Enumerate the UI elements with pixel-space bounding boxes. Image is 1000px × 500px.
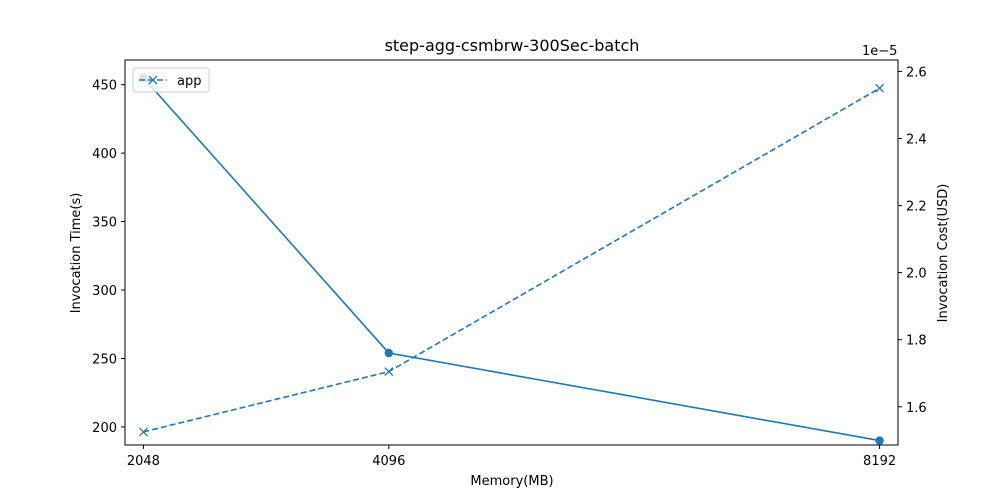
y-axis-label-left: Invocation Time(s) [69,193,84,314]
right-axis-offset-label: 1e−5 [862,44,897,59]
data-point-2 [875,83,885,93]
y-tick-label-left: 350 [92,216,117,231]
series-line-2 [143,87,881,433]
plot-area: 2048 4096 8192 200 250 300 350 400 450 1.6 1.8 2.0 2… [92,59,927,469]
y-tick-label-right: 1.8 [906,334,927,349]
x-tick-label: 8192 [863,454,896,469]
legend-marker-icon [148,75,158,85]
y-tick-label-right: 2.0 [906,267,927,282]
y-tick-label-left: 250 [92,352,117,367]
y-axis-label-right: Invocation Cost(USD) [936,184,951,323]
y-tick-label-right: 1.6 [906,401,927,416]
y-tick-label-left: 300 [92,284,117,299]
legend-box [132,67,210,93]
legend-label: app [177,74,201,89]
chart-title: step-agg-csmbrw-300Sec-batch [385,36,640,55]
data-point-2 [384,367,394,377]
data-point-2 [138,427,148,437]
y-tick-label-left: 200 [92,421,117,436]
x-tick-label: 2048 [127,454,160,469]
series-line-1 [142,77,880,442]
plot-frame [124,59,899,446]
x-tick-label: 4096 [372,454,405,469]
y-tick-label-right: 2.6 [906,65,927,80]
y-tick-label-right: 2.4 [906,132,927,147]
y-tick-label-left: 450 [92,79,117,94]
y-tick-label-right: 2.2 [906,200,927,215]
data-point-1 [875,436,884,445]
data-point-1 [384,348,394,358]
x-axis-label: Memory(MB) [470,474,553,489]
y-tick-label-left: 400 [92,147,117,162]
